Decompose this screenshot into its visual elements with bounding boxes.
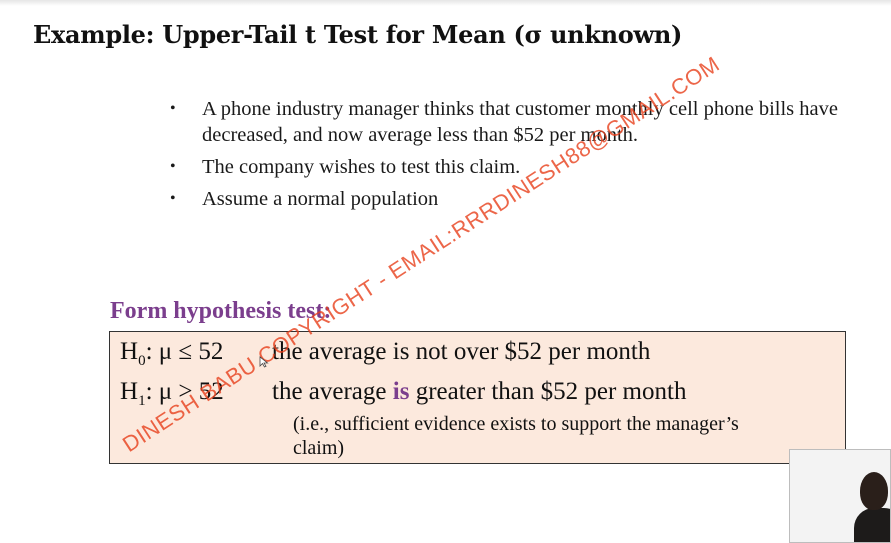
hypothesis-subheading: Form hypothesis test: xyxy=(110,298,332,324)
alt-text-before: the average xyxy=(272,378,393,405)
h1-subscript: 1 xyxy=(138,393,146,409)
mouse-pointer-icon xyxy=(259,356,269,368)
null-hypothesis-row: H0: μ ≤ 52 the average is not over $52 pe… xyxy=(120,338,650,370)
slide-title: Example: Upper-Tail t Test for Mean (σ u… xyxy=(33,20,683,49)
bullet-item: • Assume a normal population xyxy=(170,186,860,212)
bullet-list: • A phone industry manager thinks that c… xyxy=(170,96,860,218)
null-hypothesis-text: the average is not over $52 per month xyxy=(272,338,651,365)
h0-letter: H xyxy=(120,338,139,365)
bullet-item: • The company wishes to test this claim. xyxy=(170,154,860,180)
h0-subscript: 0 xyxy=(138,353,146,369)
bullet-dot-icon: • xyxy=(170,190,176,207)
null-hypothesis-symbol: H0: μ ≤ 52 xyxy=(120,338,272,370)
bullet-text: Assume a normal population xyxy=(202,188,439,210)
alternative-hypothesis-row: H1: μ > 52 the average is greater than $5… xyxy=(120,378,686,410)
hypothesis-note: (i.e., sufficient evidence exists to sup… xyxy=(293,413,739,459)
h1-letter: H xyxy=(120,378,139,405)
bullet-dot-icon: • xyxy=(170,100,176,117)
bullet-item: • A phone industry manager thinks that c… xyxy=(170,96,860,148)
h1-expression: : μ > 52 xyxy=(145,378,224,405)
alt-text-emphasis: is xyxy=(392,378,410,405)
webcam-overlay xyxy=(789,449,891,543)
alt-text-after: greater than $52 per month xyxy=(409,378,687,405)
hypothesis-box: H0: μ ≤ 52 the average is not over $52 pe… xyxy=(109,331,846,464)
slide-top-edge xyxy=(0,0,891,6)
bullet-text: The company wishes to test this claim. xyxy=(202,156,521,178)
bullet-text: A phone industry manager thinks that cus… xyxy=(202,98,838,146)
presenter-body xyxy=(854,508,890,542)
presenter-head xyxy=(860,472,888,510)
alternative-hypothesis-symbol: H1: μ > 52 xyxy=(120,378,272,410)
h0-expression: : μ ≤ 52 xyxy=(145,338,224,365)
bullet-dot-icon: • xyxy=(170,158,176,175)
